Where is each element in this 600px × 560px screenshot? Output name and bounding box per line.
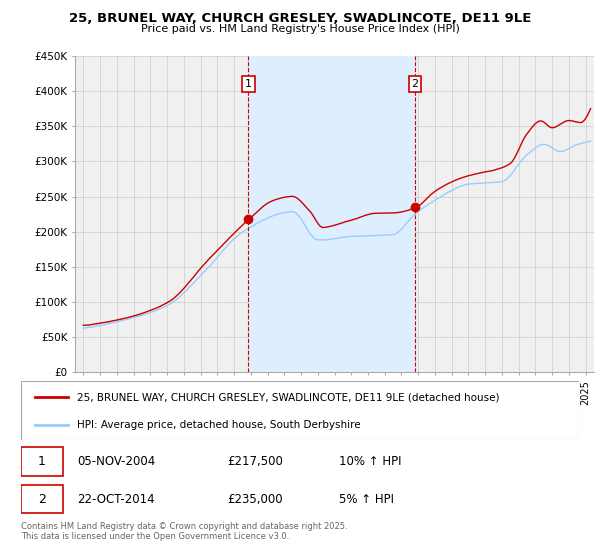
- Text: 25, BRUNEL WAY, CHURCH GRESLEY, SWADLINCOTE, DE11 9LE (detached house): 25, BRUNEL WAY, CHURCH GRESLEY, SWADLINC…: [77, 392, 499, 402]
- Text: £217,500: £217,500: [227, 455, 283, 468]
- Text: 2: 2: [38, 493, 46, 506]
- Bar: [248, 56, 415, 372]
- Text: 22-OCT-2014: 22-OCT-2014: [77, 493, 154, 506]
- Text: 25, BRUNEL WAY, CHURCH GRESLEY, SWADLINCOTE, DE11 9LE: 25, BRUNEL WAY, CHURCH GRESLEY, SWADLINC…: [69, 12, 531, 25]
- Text: 1: 1: [38, 455, 46, 468]
- Text: 2: 2: [412, 79, 419, 89]
- Text: Price paid vs. HM Land Registry's House Price Index (HPI): Price paid vs. HM Land Registry's House …: [140, 24, 460, 34]
- Text: £235,000: £235,000: [227, 493, 283, 506]
- FancyBboxPatch shape: [21, 447, 63, 475]
- FancyBboxPatch shape: [21, 485, 63, 514]
- Text: 5% ↑ HPI: 5% ↑ HPI: [339, 493, 394, 506]
- Text: 10% ↑ HPI: 10% ↑ HPI: [339, 455, 401, 468]
- FancyBboxPatch shape: [21, 381, 579, 440]
- Text: 05-NOV-2004: 05-NOV-2004: [77, 455, 155, 468]
- Text: Contains HM Land Registry data © Crown copyright and database right 2025.
This d: Contains HM Land Registry data © Crown c…: [21, 522, 347, 542]
- Text: 1: 1: [245, 79, 252, 89]
- Text: HPI: Average price, detached house, South Derbyshire: HPI: Average price, detached house, Sout…: [77, 421, 361, 431]
